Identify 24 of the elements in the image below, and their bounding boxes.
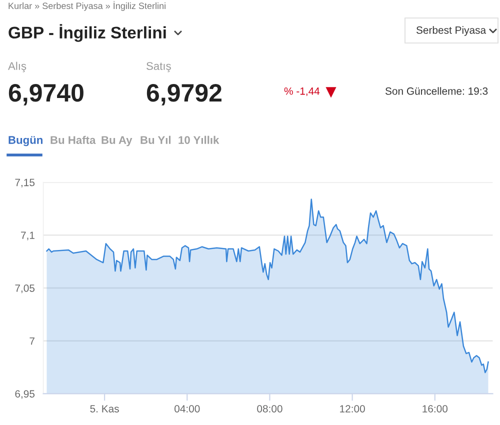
text: Kurlar » Serbest Piyasa » İngiliz Sterlini [8,1,166,11]
text: Bu Yıl [140,136,170,144]
y-tick-label: 7,1 [21,232,34,240]
text: Son Güncelleme: 19:3 [385,87,488,95]
x-tick-label: 5. Kas [90,405,119,412]
text: 6,9792 [146,84,222,106]
y-tick-label: 6,95 [15,390,35,399]
text: 6,9740 [8,84,84,106]
x-tick-label: 04:00 [174,405,200,412]
x-tick-label: 12:00 [340,405,365,412]
y-tick-label: 7,05 [15,284,35,294]
text: Bu Ay [102,136,132,146]
chart-title: GBP - İngiliz Sterlini [8,24,166,42]
x-tick-label: 08:00 [257,405,282,412]
text: Bugün [8,136,42,146]
y-tick-label: 7,15 [15,178,35,188]
text: 10 Yıllık [178,136,220,144]
x-tick-label: 16:00 [422,405,448,412]
text: Satış [146,62,171,72]
y-tick-label: 7 [30,337,34,345]
text: Serbest Piyasa [416,26,486,36]
text: Bu Hafta [50,136,96,144]
text: Alış [8,62,26,72]
text: % -1,44 [284,87,320,96]
